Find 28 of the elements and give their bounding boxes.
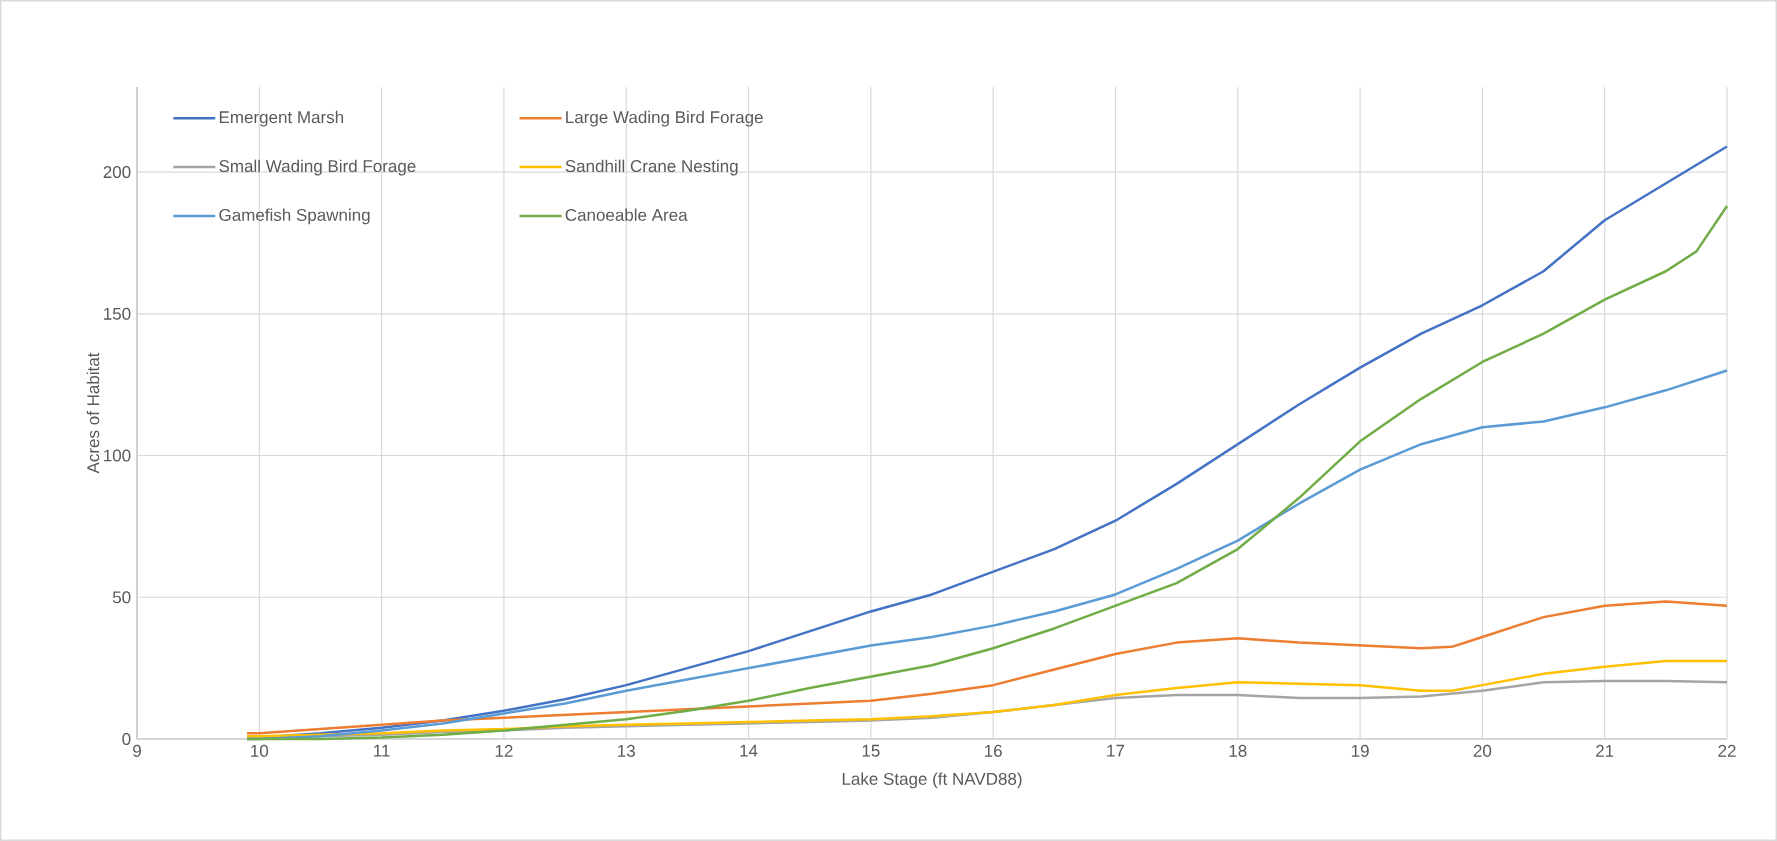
x-tick-label: 14 [740, 744, 758, 757]
x-tick-label: 20 [1473, 744, 1492, 757]
x-tick-label: 12 [495, 744, 513, 757]
x-tick-label: 17 [1107, 744, 1125, 757]
x-tick-label: 22 [1718, 744, 1736, 757]
y-tick-label: 50 [112, 591, 131, 604]
x-tick-label: 15 [862, 744, 880, 757]
x-tick-label: 21 [1596, 744, 1614, 757]
legend-label: Small Wading Bird Forage [219, 159, 416, 176]
x-tick-label: 19 [1351, 744, 1369, 757]
legend-label: Emergent Marsh [219, 110, 344, 127]
x-axis-title: Lake Stage (ft NAVD88) [842, 772, 1022, 789]
legend-label: Large Wading Bird Forage [566, 110, 763, 127]
y-axis-title: Acres of Habitat [86, 352, 100, 474]
x-tick-label: 9 [133, 744, 141, 757]
legend-label: Canoeable Area [565, 208, 688, 221]
y-tick-label: 150 [104, 307, 131, 320]
x-tick-label: 10 [251, 744, 269, 757]
x-tick-label: 13 [618, 744, 635, 757]
y-tick-label: 200 [103, 166, 131, 179]
legend-label: Sandhill Crane Nesting [565, 159, 738, 176]
x-tick-label: 18 [1229, 744, 1247, 757]
y-tick-label: 100 [104, 449, 131, 462]
x-tick-label: 11 [374, 744, 390, 757]
line-series [245, 659, 1729, 738]
legend-label: Gamefish Spawning [219, 208, 370, 225]
x-tick-label: 16 [985, 744, 1002, 757]
y-tick-label: 0 [122, 732, 131, 746]
